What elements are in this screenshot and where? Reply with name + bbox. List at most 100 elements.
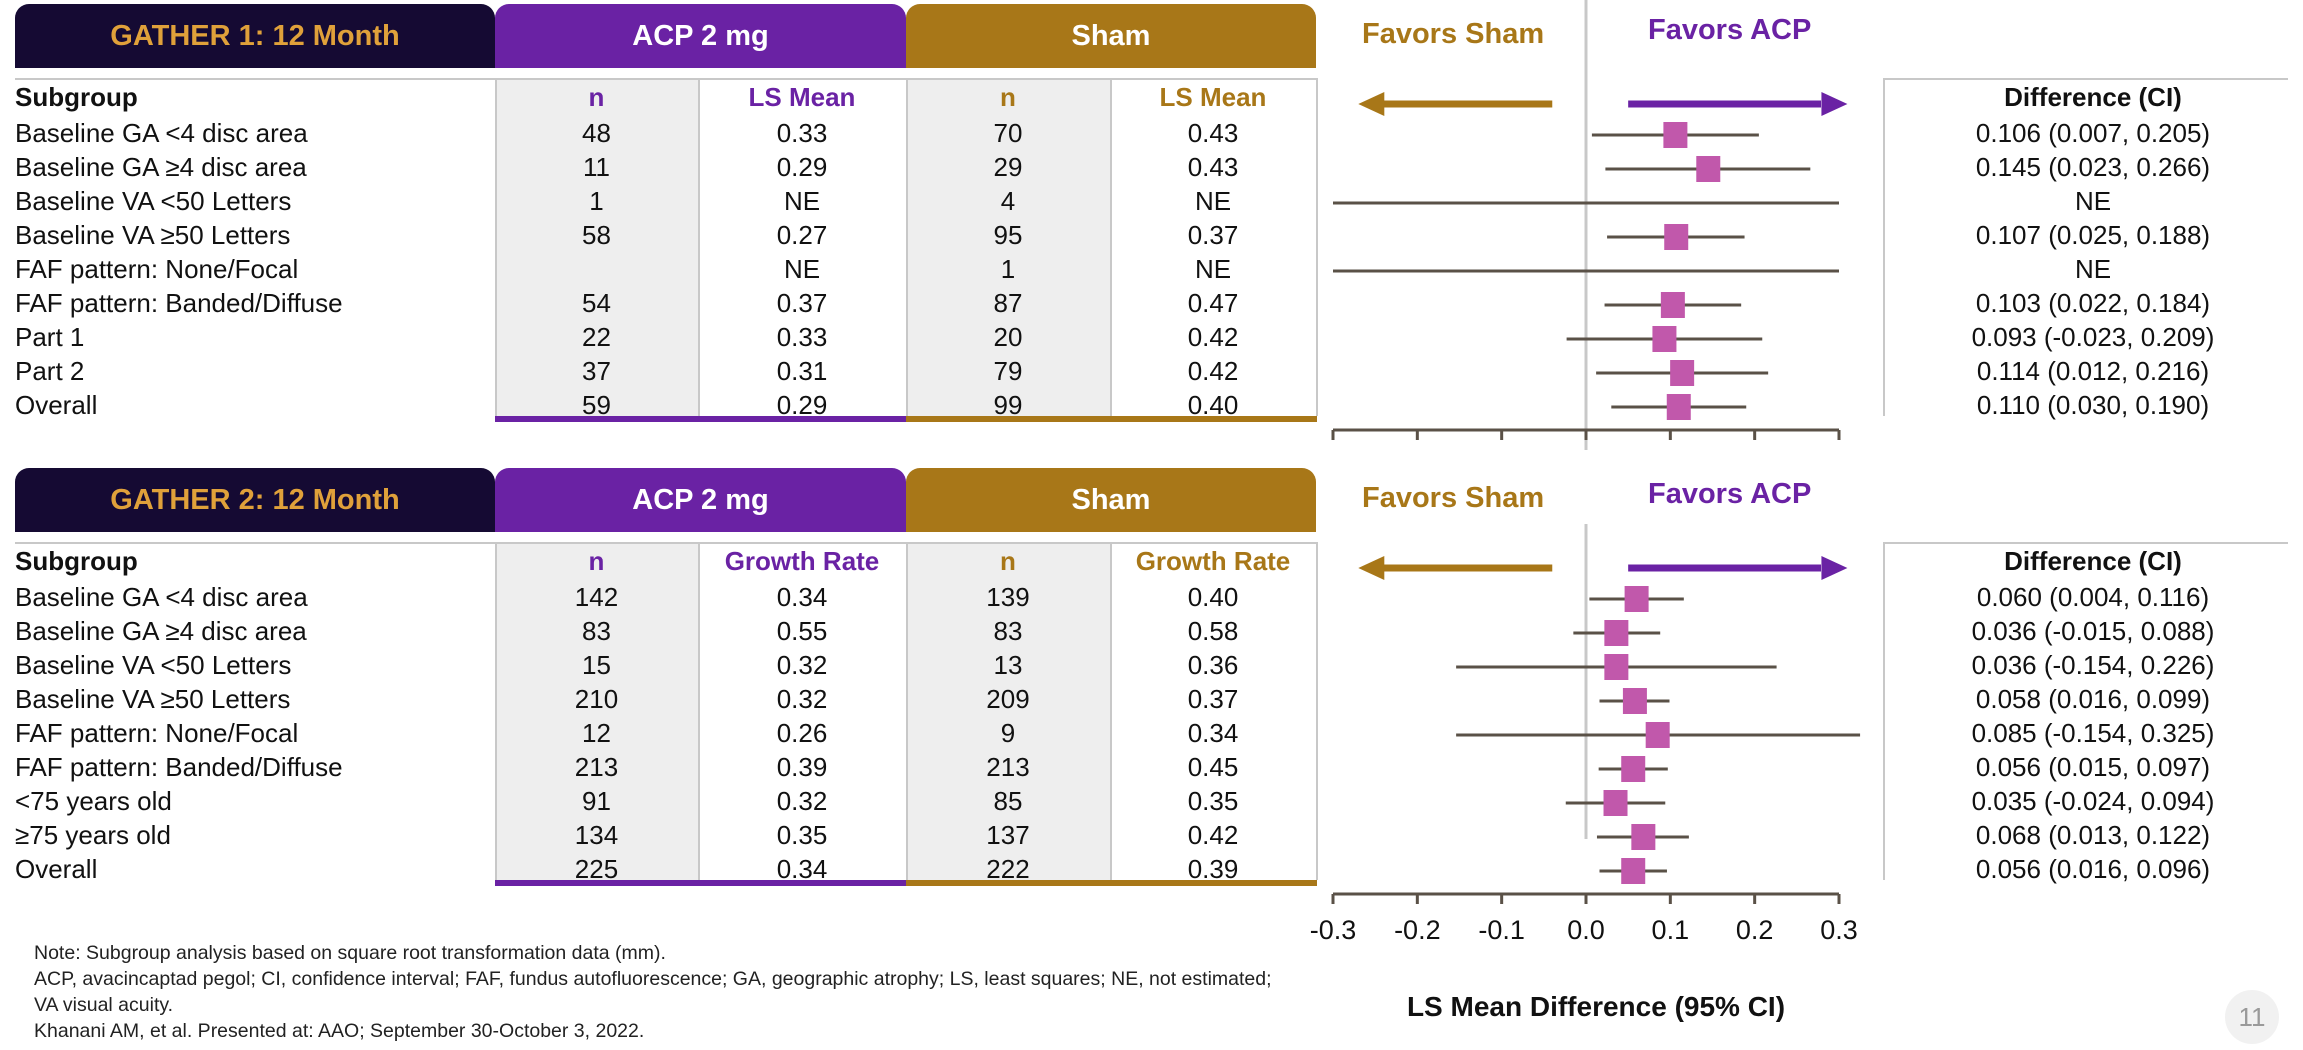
sham-n-column-shade — [906, 542, 1110, 880]
acp-n-column-shade — [495, 78, 698, 416]
subgroup-label: Part 1 — [15, 322, 85, 352]
difference-cell: 0.106 (0.007, 0.205) — [1975, 118, 2211, 148]
difference-header: Difference (CI) — [2004, 82, 2182, 112]
sham-value-cell: NE — [1194, 186, 1232, 216]
difference-header: Difference (CI) — [2004, 546, 2182, 576]
difference-cell: 0.085 (-0.154, 0.325) — [1971, 718, 2215, 748]
x-tick-label: -0.2 — [1394, 915, 1441, 945]
subgroup-label: FAF pattern: None/Focal — [15, 254, 299, 284]
subgroup-label: FAF pattern: Banded/Diffuse — [15, 288, 343, 318]
acp-value-cell: 0.35 — [776, 820, 828, 850]
acp-n-cell: 225 — [574, 854, 619, 884]
difference-cell: NE — [2074, 186, 2112, 216]
favors-acp-label: Favors ACP — [1648, 14, 1812, 46]
sham-value-header: Growth Rate — [1135, 546, 1291, 576]
acp-value-cell: 0.29 — [776, 152, 828, 182]
acp-header: ACP 2 mg — [495, 468, 906, 532]
sham-value-cell: 0.37 — [1187, 684, 1239, 714]
sham-n-header: n — [1000, 82, 1016, 112]
sham-value-cell: 0.45 — [1187, 752, 1239, 782]
diff-column-divider — [1883, 542, 1885, 880]
acp-value-cell: 0.39 — [776, 752, 828, 782]
sham-n-cell: 70 — [993, 118, 1023, 148]
point-estimate-marker — [1670, 360, 1695, 386]
sham-value-cell: 0.34 — [1187, 718, 1239, 748]
acp-n-column-shade — [495, 542, 698, 880]
sham-n-cell: 209 — [986, 684, 1030, 714]
point-estimate-marker — [1645, 722, 1670, 748]
acp-value-cell: 0.34 — [776, 582, 828, 612]
footnotes: Note: Subgroup analysis based on square … — [34, 940, 1274, 1044]
point-estimate-marker — [1604, 620, 1629, 646]
acp-value-cell: 0.34 — [776, 854, 828, 884]
subgroup-header: Subgroup — [15, 546, 138, 576]
sham-value-cell: 0.42 — [1187, 356, 1239, 386]
favors-sham-label: Favors Sham — [1362, 482, 1545, 514]
sham-value-cell: 0.35 — [1187, 786, 1239, 816]
difference-cell: 0.110 (0.030, 0.190) — [1976, 390, 2210, 420]
x-tick-label: 0.2 — [1736, 915, 1774, 945]
diff-header-divider — [1883, 78, 2288, 80]
favors-sham-arrowhead — [1358, 92, 1385, 116]
subgroup-label: Baseline VA <50 Letters — [15, 650, 292, 680]
acp-value-cell: 0.37 — [776, 288, 828, 318]
point-estimate-marker — [1604, 654, 1629, 680]
acp-n-cell: 54 — [582, 288, 611, 318]
x-tick-label: 0.1 — [1652, 915, 1690, 945]
subgroup-label: FAF pattern: None/Focal — [15, 718, 299, 748]
difference-cell: 0.107 (0.025, 0.188) — [1975, 220, 2211, 250]
subgroup-label: Baseline GA ≥4 disc area — [15, 616, 307, 646]
acp-value-cell: 0.26 — [776, 718, 828, 748]
difference-cell: 0.056 (0.015, 0.097) — [1975, 752, 2211, 782]
difference-cell: NE — [2074, 254, 2112, 284]
sham-n-cell: 87 — [993, 288, 1023, 318]
sham-n-column-shade — [906, 78, 1110, 416]
acp-value-cell: 0.33 — [776, 118, 828, 148]
favors-sham-arrowhead — [1358, 556, 1385, 580]
acp-value-cell: NE — [783, 186, 821, 216]
column-divider — [1316, 542, 1318, 880]
sham-value-cell: 0.37 — [1187, 220, 1239, 250]
point-estimate-marker — [1622, 688, 1647, 714]
difference-cell: 0.060 (0.004, 0.116) — [1976, 582, 2210, 612]
difference-cell: 0.068 (0.013, 0.122) — [1975, 820, 2211, 850]
difference-cell: 0.093 (-0.023, 0.209) — [1971, 322, 2215, 352]
acp-n-cell: 48 — [582, 118, 611, 148]
favors-acp-arrowhead — [1821, 92, 1848, 116]
acp-value-cell: 0.32 — [776, 786, 828, 816]
acp-n-cell: 91 — [582, 786, 611, 816]
subgroup-label: Baseline VA <50 Letters — [15, 186, 292, 216]
point-estimate-marker — [1603, 790, 1628, 816]
sham-header: Sham — [906, 4, 1316, 68]
subgroup-label: Overall — [15, 390, 98, 420]
acp-value-cell: 0.31 — [776, 356, 828, 386]
column-divider — [1110, 78, 1112, 416]
acp-value-cell: 0.32 — [776, 650, 828, 680]
acp-n-cell: 12 — [582, 718, 611, 748]
sham-n-cell: 139 — [986, 582, 1030, 612]
point-estimate-marker — [1696, 156, 1721, 182]
column-divider — [698, 78, 700, 416]
acp-value-cell: 0.33 — [776, 322, 828, 352]
acp-value-cell: NE — [783, 254, 821, 284]
point-estimate-marker — [1660, 292, 1685, 318]
sham-value-cell: 0.43 — [1187, 152, 1239, 182]
acp-value-cell: 0.29 — [776, 390, 828, 420]
sham-n-cell: 99 — [993, 390, 1023, 420]
footnote-citation: Khanani AM, et al. Presented at: AAO; Se… — [34, 1020, 645, 1042]
point-estimate-marker — [1663, 122, 1688, 148]
column-divider — [1110, 542, 1112, 880]
difference-cell: 0.058 (0.016, 0.099) — [1975, 684, 2211, 714]
sham-value-cell: 0.40 — [1187, 390, 1239, 420]
acp-n-cell: 134 — [574, 820, 619, 850]
favors-acp-arrowhead — [1821, 556, 1848, 580]
acp-n-cell: 142 — [574, 582, 619, 612]
section-title: GATHER 1: 12 Month — [15, 4, 495, 68]
sham-n-cell: 20 — [993, 322, 1023, 352]
point-estimate-marker — [1664, 224, 1689, 250]
diff-header-divider — [1883, 542, 2288, 544]
sham-underline — [906, 416, 1317, 422]
sham-n-cell: 29 — [993, 152, 1023, 182]
footnote-abbreviations: ACP, avacincaptad pegol; CI, confidence … — [34, 968, 1272, 1016]
subgroup-label: Baseline GA <4 disc area — [15, 118, 308, 148]
